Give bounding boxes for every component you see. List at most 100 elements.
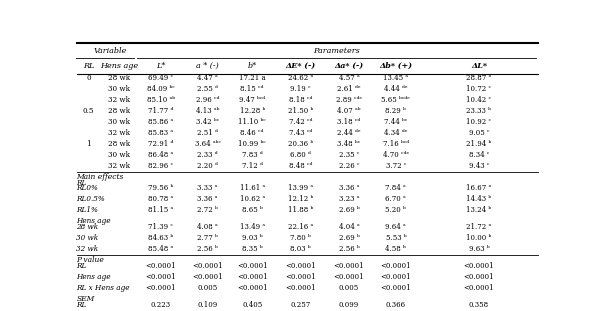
Text: <0.0001: <0.0001 bbox=[237, 273, 268, 281]
Text: 2.55 ᵈ: 2.55 ᵈ bbox=[197, 85, 218, 93]
Text: 3.36 ᵃ: 3.36 ᵃ bbox=[197, 195, 218, 203]
Text: 13.24 ᵇ: 13.24 ᵇ bbox=[466, 207, 491, 214]
Text: <0.0001: <0.0001 bbox=[380, 262, 411, 270]
Text: 6.70 ᵃ: 6.70 ᵃ bbox=[385, 195, 406, 203]
Text: a * (-): a * (-) bbox=[196, 62, 219, 70]
Text: 2.51 ᵈ: 2.51 ᵈ bbox=[197, 129, 218, 137]
Text: 23.33 ᵇ: 23.33 ᵇ bbox=[466, 107, 491, 114]
Text: 4.44 ᵈᵉ: 4.44 ᵈᵉ bbox=[384, 85, 407, 93]
Text: 28 wk: 28 wk bbox=[107, 73, 130, 81]
Text: 7.80 ᵇ: 7.80 ᵇ bbox=[290, 234, 311, 242]
Text: 82.96 ᶜ: 82.96 ᶜ bbox=[148, 162, 173, 169]
Text: 8.35 ᵇ: 8.35 ᵇ bbox=[242, 245, 262, 253]
Text: 2.69 ᵇ: 2.69 ᵇ bbox=[338, 234, 359, 242]
Text: <0.0001: <0.0001 bbox=[145, 273, 176, 281]
Text: 8.65 ᵇ: 8.65 ᵇ bbox=[242, 207, 263, 214]
Text: 20.36 ᵇ: 20.36 ᵇ bbox=[288, 140, 313, 148]
Text: 2.56 ᵇ: 2.56 ᵇ bbox=[197, 245, 218, 253]
Text: 0.109: 0.109 bbox=[197, 301, 218, 309]
Text: RL1%: RL1% bbox=[76, 207, 98, 214]
Text: 0.223: 0.223 bbox=[151, 301, 170, 309]
Text: 0: 0 bbox=[86, 73, 91, 81]
Text: 8.48 ᶜᵈ: 8.48 ᶜᵈ bbox=[289, 162, 312, 169]
Text: 30 wk: 30 wk bbox=[108, 85, 130, 93]
Text: 9.63 ᵇ: 9.63 ᵇ bbox=[469, 245, 489, 253]
Text: 4.70 ᶜᵈᵉ: 4.70 ᶜᵈᵉ bbox=[383, 151, 409, 159]
Text: 2.44 ᵈᵉ: 2.44 ᵈᵉ bbox=[337, 129, 361, 137]
Text: <0.0001: <0.0001 bbox=[192, 273, 223, 281]
Text: 2.61 ᵈᵉ: 2.61 ᵈᵉ bbox=[337, 85, 361, 93]
Text: Parameters: Parameters bbox=[313, 47, 360, 55]
Text: 1: 1 bbox=[86, 140, 91, 148]
Text: <0.0001: <0.0001 bbox=[145, 284, 176, 292]
Text: SEM: SEM bbox=[76, 295, 95, 303]
Text: 3.18 ᶜᵈ: 3.18 ᶜᵈ bbox=[337, 118, 361, 126]
Text: 2.20 ᵈ: 2.20 ᵈ bbox=[197, 162, 218, 169]
Text: 0.005: 0.005 bbox=[339, 284, 359, 292]
Text: 9.03 ᵇ: 9.03 ᵇ bbox=[242, 234, 262, 242]
Text: 30 wk: 30 wk bbox=[108, 118, 130, 126]
Text: 85.83 ᵃ: 85.83 ᵃ bbox=[148, 129, 173, 137]
Text: 5.65 ᵇᶜᵈᵉ: 5.65 ᵇᶜᵈᵉ bbox=[382, 95, 410, 104]
Text: ΔE* (-): ΔE* (-) bbox=[286, 62, 316, 70]
Text: 9.64 ᵃ: 9.64 ᵃ bbox=[385, 223, 406, 231]
Text: 5.20 ᵇ: 5.20 ᵇ bbox=[385, 207, 406, 214]
Text: 9.05 ᶜ: 9.05 ᶜ bbox=[469, 129, 489, 137]
Text: 16.67 ᵃ: 16.67 ᵃ bbox=[466, 184, 491, 193]
Text: 10.92 ᶜ: 10.92 ᶜ bbox=[466, 118, 491, 126]
Text: <0.0001: <0.0001 bbox=[464, 262, 494, 270]
Text: Hens age: Hens age bbox=[76, 217, 111, 225]
Text: 3.64 ᵃᵇᶜ: 3.64 ᵃᵇᶜ bbox=[194, 140, 220, 148]
Text: 10.99 ᵇᶜ: 10.99 ᵇᶜ bbox=[238, 140, 266, 148]
Text: 7.42 ᶜᵈ: 7.42 ᶜᵈ bbox=[289, 118, 312, 126]
Text: 3.42 ᵇᶜ: 3.42 ᵇᶜ bbox=[196, 118, 219, 126]
Text: 72.91 ᵈ: 72.91 ᵈ bbox=[148, 140, 173, 148]
Text: 0.405: 0.405 bbox=[242, 301, 262, 309]
Text: 85.48 ᵃ: 85.48 ᵃ bbox=[148, 245, 173, 253]
Text: 21.72 ᵃ: 21.72 ᵃ bbox=[466, 223, 491, 231]
Text: 13.99 ᵃ: 13.99 ᵃ bbox=[288, 184, 313, 193]
Text: 2.89 ᶜᵈᵉ: 2.89 ᶜᵈᵉ bbox=[336, 95, 362, 104]
Text: 3.33 ᵃ: 3.33 ᵃ bbox=[197, 184, 218, 193]
Text: 28 wk: 28 wk bbox=[107, 107, 130, 114]
Text: RL: RL bbox=[76, 301, 87, 309]
Text: 2.33 ᵈ: 2.33 ᵈ bbox=[197, 151, 218, 159]
Text: 85.10 ᵃᵇ: 85.10 ᵃᵇ bbox=[146, 95, 175, 104]
Text: 3.36 ᵃ: 3.36 ᵃ bbox=[338, 184, 359, 193]
Text: 81.15 ᵃ: 81.15 ᵃ bbox=[148, 207, 173, 214]
Text: 12.12 ᵇ: 12.12 ᵇ bbox=[288, 195, 313, 203]
Text: 10.72 ᶜ: 10.72 ᶜ bbox=[466, 85, 491, 93]
Text: 14.43 ᵇ: 14.43 ᵇ bbox=[466, 195, 491, 203]
Text: 0.366: 0.366 bbox=[386, 301, 406, 309]
Text: Main effects: Main effects bbox=[76, 173, 124, 181]
Text: 4.08 ᵃ: 4.08 ᵃ bbox=[197, 223, 218, 231]
Text: RL: RL bbox=[76, 262, 87, 270]
Text: 4.47 ᵃ: 4.47 ᵃ bbox=[197, 73, 218, 81]
Text: 24.62 ᵃ: 24.62 ᵃ bbox=[288, 73, 313, 81]
Text: 4.04 ᵃ: 4.04 ᵃ bbox=[338, 223, 359, 231]
Text: 30 wk: 30 wk bbox=[76, 234, 98, 242]
Text: 2.77 ᵇ: 2.77 ᵇ bbox=[197, 234, 218, 242]
Text: 8.29 ᵇ: 8.29 ᵇ bbox=[385, 107, 406, 114]
Text: <0.0001: <0.0001 bbox=[192, 262, 223, 270]
Text: 7.44 ᵇᶜ: 7.44 ᵇᶜ bbox=[384, 118, 407, 126]
Text: RL x Hens age: RL x Hens age bbox=[76, 284, 130, 292]
Text: <0.0001: <0.0001 bbox=[145, 262, 176, 270]
Text: <0.0001: <0.0001 bbox=[464, 284, 494, 292]
Text: 3.48 ᵇᶜ: 3.48 ᵇᶜ bbox=[337, 140, 361, 148]
Text: 0.5: 0.5 bbox=[83, 107, 94, 114]
Text: 10.62 ᵃ: 10.62 ᵃ bbox=[239, 195, 265, 203]
Text: <0.0001: <0.0001 bbox=[334, 273, 364, 281]
Text: 10.42 ᶜ: 10.42 ᶜ bbox=[466, 95, 491, 104]
Text: 8.03 ᵇ: 8.03 ᵇ bbox=[290, 245, 311, 253]
Text: 11.61 ᵃ: 11.61 ᵃ bbox=[239, 184, 265, 193]
Text: 12.28 ᵇ: 12.28 ᵇ bbox=[239, 107, 265, 114]
Text: 10.00 ᵇ: 10.00 ᵇ bbox=[466, 234, 491, 242]
Text: <0.0001: <0.0001 bbox=[285, 262, 316, 270]
Text: 22.16 ᵃ: 22.16 ᵃ bbox=[288, 223, 313, 231]
Text: <0.0001: <0.0001 bbox=[464, 273, 494, 281]
Text: 2.72 ᵇ: 2.72 ᵇ bbox=[197, 207, 218, 214]
Text: b*: b* bbox=[248, 62, 257, 70]
Text: 2.56 ᵇ: 2.56 ᵇ bbox=[338, 245, 359, 253]
Text: RL: RL bbox=[83, 62, 94, 70]
